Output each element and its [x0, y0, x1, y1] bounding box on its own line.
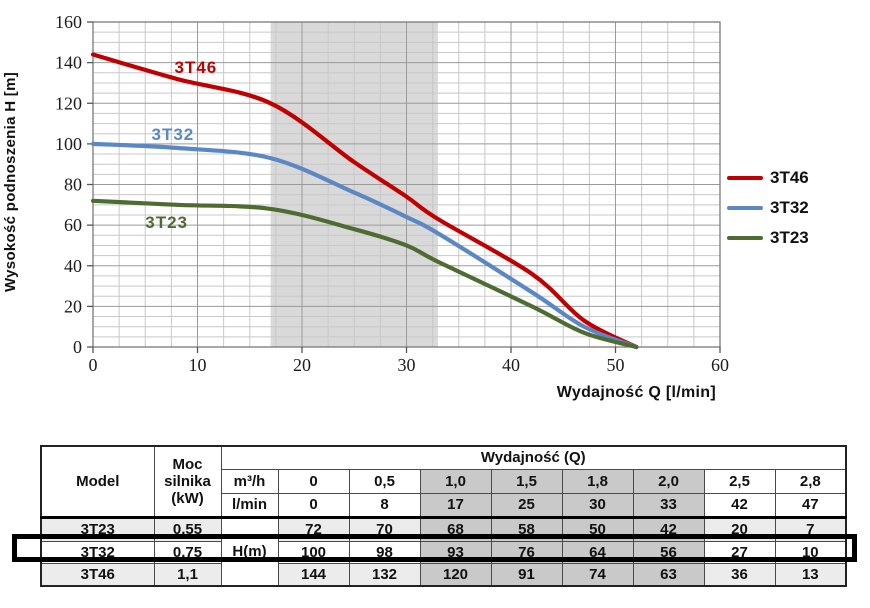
flow-lmin-value: 17 — [419, 492, 492, 518]
header-power: Moc silnika (kW) — [153, 445, 222, 518]
head-value: 91 — [490, 562, 563, 587]
head-value: 27 — [703, 540, 776, 564]
model-cell-3T32: 3T32 — [40, 540, 155, 564]
model-cell-3T23: 3T23 — [40, 515, 155, 542]
flow-lmin-value: 8 — [348, 492, 421, 518]
flow-m3h-value: 2,8 — [774, 468, 847, 494]
svg-text:60: 60 — [711, 355, 729, 375]
curve-label-3T23: 3T23 — [145, 213, 188, 232]
legend-label: 3T46 — [770, 167, 809, 187]
flow-lmin-value: 42 — [703, 492, 776, 518]
power-cell: 1,1 — [153, 562, 222, 587]
head-value: 58 — [490, 515, 563, 542]
legend-line-swatch — [727, 205, 763, 210]
svg-text:10: 10 — [189, 355, 207, 375]
flow-m3h-value: 1,0 — [419, 468, 492, 494]
header-model: Model — [40, 445, 155, 518]
head-value: 20 — [703, 515, 776, 542]
svg-text:0: 0 — [89, 355, 98, 375]
head-value: 70 — [348, 515, 421, 542]
legend-label: 3T32 — [770, 197, 809, 217]
legend-label: 3T23 — [770, 227, 809, 247]
table-row: l/min 0 8 17 25 30 33 42 47 — [41, 492, 847, 518]
spec-table-body: Model Moc silnika (kW) Wydajność (Q) m³/h 0 0… — [40, 445, 847, 587]
flow-lmin-value: 33 — [632, 492, 705, 518]
svg-text:80: 80 — [64, 175, 82, 195]
curve-label-3T46: 3T46 — [175, 58, 218, 77]
head-value: 56 — [632, 540, 705, 564]
h-m-label-cell: H(m) — [220, 515, 279, 587]
head-value: 72 — [277, 515, 350, 542]
head-value: 76 — [490, 540, 563, 564]
legend-item-3T46: 3T46 — [727, 168, 809, 187]
svg-text:60: 60 — [64, 215, 82, 235]
head-value: 100 — [277, 540, 350, 564]
flow-lmin-value: 30 — [561, 492, 634, 518]
head-value: 144 — [277, 562, 350, 587]
svg-text:40: 40 — [502, 355, 520, 375]
legend-item-3T32: 3T32 — [727, 198, 809, 217]
flow-m3h-value: 1,5 — [490, 468, 563, 494]
head-value: 64 — [561, 540, 634, 564]
head-value: 68 — [419, 515, 492, 542]
svg-text:0: 0 — [73, 337, 82, 357]
header-unit-lmin: l/min — [220, 492, 279, 518]
y-axis-title: Wysokość podnoszenia H [m] — [2, 71, 19, 293]
flow-m3h-value: 0 — [277, 468, 350, 494]
svg-text:160: 160 — [55, 12, 82, 32]
head-value: 7 — [774, 515, 847, 542]
flow-m3h-value: 2,5 — [703, 468, 776, 494]
svg-text:20: 20 — [64, 296, 82, 316]
curve-3T23 — [90, 198, 639, 350]
svg-text:50: 50 — [607, 355, 625, 375]
curve-3T32 — [90, 141, 639, 350]
legend-line-swatch — [727, 175, 763, 180]
flow-m3h-value: 2,0 — [632, 468, 705, 494]
chart-svg: 0 20 40 60 80 100 120 140 160 0 10 20 30 40 50 60 3T46 3T… — [55, 12, 730, 375]
svg-text:30: 30 — [398, 355, 416, 375]
svg-text:140: 140 — [55, 53, 82, 73]
header-flow-group: Wydajność (Q) — [220, 445, 847, 470]
head-value: 120 — [419, 562, 492, 587]
head-value: 50 — [561, 515, 634, 542]
table-row: Model Moc silnika (kW) Wydajność (Q) — [40, 445, 847, 518]
table-row: 3T32 0,75 100 98 93 76 64 56 27 10 — [40, 540, 847, 564]
header-unit-m3h: m³/h — [220, 468, 279, 494]
head-value: 63 — [632, 562, 705, 587]
power-cell: 0,55 — [153, 515, 222, 542]
head-value: 93 — [419, 540, 492, 564]
svg-text:120: 120 — [55, 93, 82, 113]
head-value: 36 — [703, 562, 776, 587]
flow-lmin-value: 25 — [490, 492, 563, 518]
pump-performance-chart: 0 20 40 60 80 100 120 140 160 0 10 20 30 40 50 60 3T46 3T… — [2, 12, 809, 401]
head-value: 74 — [561, 562, 634, 587]
curve-label-3T32: 3T32 — [152, 125, 195, 144]
svg-text:100: 100 — [55, 134, 82, 154]
head-value: 132 — [348, 562, 421, 587]
power-cell: 0,75 — [153, 540, 222, 564]
head-value: 42 — [632, 515, 705, 542]
chart-legend: 3T46 3T32 3T23 — [727, 168, 809, 247]
flow-lmin-value: 47 — [774, 492, 847, 518]
spec-table: Model Moc silnika (kW) Wydajność (Q) m³/h 0 0… — [40, 445, 848, 587]
x-axis-title: Wydajność Q [l/min] — [556, 384, 716, 401]
legend-item-3T23: 3T23 — [727, 228, 809, 247]
table-row: 3T23 0,55 H(m) 72 70 68 58 50 42 20 7 — [40, 515, 847, 587]
flow-m3h-value: 1,8 — [561, 468, 634, 494]
head-value: 13 — [774, 562, 847, 587]
y-tick-labels: 0 20 40 60 80 100 120 140 160 — [55, 12, 82, 357]
x-tick-labels: 0 10 20 30 40 50 60 — [89, 355, 730, 375]
flow-m3h-value: 0,5 — [348, 468, 421, 494]
svg-text:40: 40 — [64, 256, 82, 276]
legend-line-swatch — [727, 235, 763, 240]
head-value: 98 — [348, 540, 421, 564]
head-value: 10 — [774, 540, 847, 564]
table-row: 3T46 1,1 144 132 120 91 74 63 36 13 — [40, 562, 847, 587]
flow-lmin-value: 0 — [277, 492, 350, 518]
curve-3T46 — [90, 52, 639, 350]
model-cell-3T46: 3T46 — [40, 562, 155, 587]
svg-text:20: 20 — [293, 355, 311, 375]
